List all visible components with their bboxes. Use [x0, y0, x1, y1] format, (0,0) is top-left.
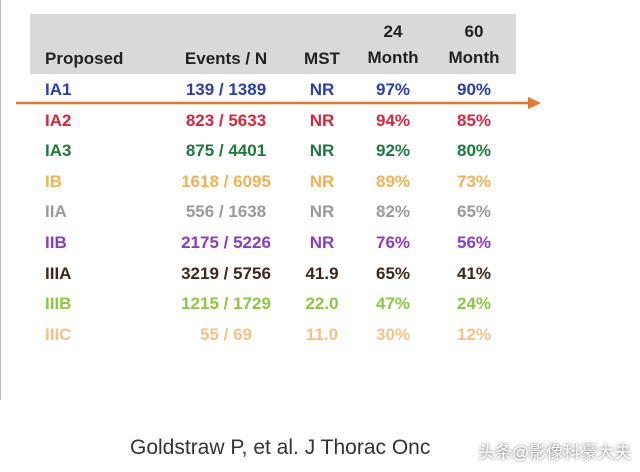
- table-cell: 30%: [375, 324, 411, 344]
- column-header: Events / N: [184, 49, 268, 68]
- watermark: 头条@影像科豪大夫: [478, 443, 632, 462]
- column-header: Proposed: [45, 49, 124, 68]
- table-cell: 94%: [375, 110, 411, 130]
- table-cell: NR: [309, 202, 335, 222]
- table-cell: 875 / 4401: [185, 141, 267, 161]
- table-cell: 97%: [375, 80, 411, 99]
- table-cell: 139 / 1389: [185, 80, 267, 99]
- table-cell: IIA: [45, 202, 67, 222]
- table-cell: 3219 / 5756: [181, 263, 271, 283]
- table-cell: 92%: [375, 141, 411, 161]
- header-background: [30, 14, 516, 74]
- citation: Goldstraw P, et al. J Thorac Onc: [130, 436, 431, 459]
- table-cell: NR: [309, 80, 335, 99]
- table-cell: 22.0: [305, 294, 339, 314]
- table-cell: IA1: [45, 80, 72, 99]
- table-cell: 55 / 69: [200, 324, 252, 344]
- table-cell: 65%: [375, 263, 411, 283]
- table-cell: 556 / 1638: [185, 202, 267, 222]
- table-cell: NR: [309, 233, 335, 252]
- table-cell: NR: [309, 171, 335, 191]
- table-cell: IIB: [45, 233, 67, 252]
- table-cell: 56%: [456, 233, 492, 252]
- table-cell: 41.9: [305, 263, 339, 283]
- table-cell: 80%: [456, 141, 492, 161]
- table-cell: 65%: [456, 202, 492, 222]
- table-cell: 90%: [456, 80, 492, 99]
- table-cell: 1215 / 1729: [181, 294, 271, 314]
- table-cell: IIIB: [45, 294, 72, 314]
- slide-edge: [0, 0, 1, 400]
- arrow-head: [528, 97, 541, 109]
- table-cell: 12%: [456, 324, 492, 344]
- table-cell: 41%: [456, 263, 492, 283]
- table-cell: 2175 / 5226: [181, 233, 271, 252]
- table-cell: 82%: [375, 202, 411, 222]
- table-cell: IB: [45, 171, 62, 191]
- column-header: MST: [304, 49, 340, 68]
- column-header: 24 Month: [367, 22, 419, 67]
- table-cell: 1618 / 6095: [181, 171, 271, 191]
- table-cell: 89%: [375, 171, 411, 191]
- table-cell: IA2: [45, 110, 72, 130]
- table-cell: NR: [309, 110, 335, 130]
- table-cell: 24%: [456, 294, 492, 314]
- table-cell: IA3: [45, 141, 72, 161]
- table-cell: 85%: [456, 110, 492, 130]
- table-cell: 11.0: [305, 324, 339, 344]
- table-cell: 76%: [375, 233, 411, 252]
- table-cell: 47%: [375, 294, 411, 314]
- table-cell: NR: [309, 141, 335, 161]
- table-cell: 823 / 5633: [185, 110, 267, 130]
- table-cell: 73%: [456, 171, 492, 191]
- table-cell: IIIA: [45, 263, 72, 283]
- table-cell: IIIC: [45, 324, 72, 344]
- column-header: 60 Month: [448, 22, 500, 67]
